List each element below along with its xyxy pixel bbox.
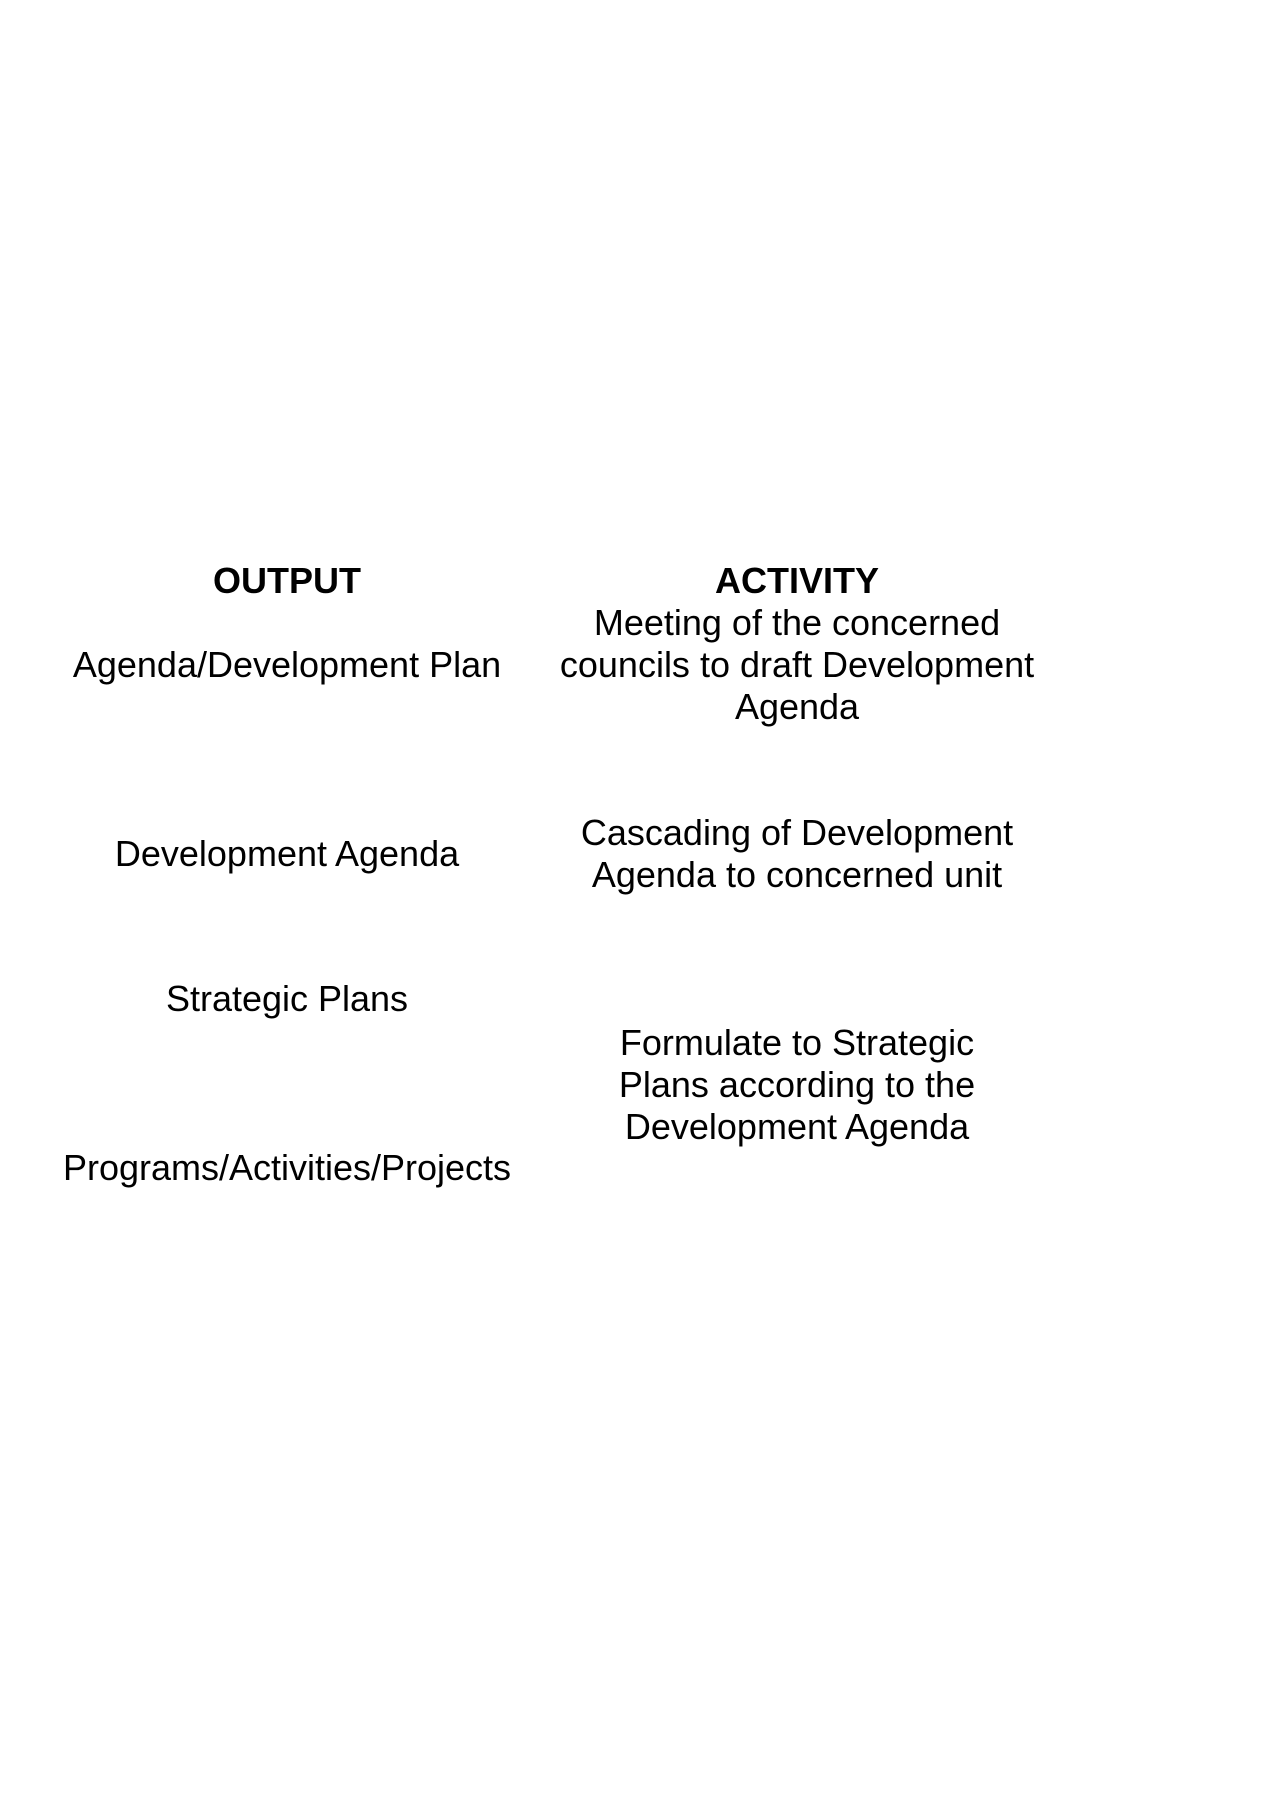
activity-item: Cascading of Development Agenda to conce… [580, 812, 1014, 895]
output-item: Agenda/Development Plan [72, 644, 502, 685]
output-column-heading: OUTPUT [213, 560, 361, 601]
output-item: Programs/Activities/Projects [62, 1147, 512, 1188]
activity-item: Formulate to Strategic Plans according t… [618, 1022, 976, 1147]
activity-item: Meeting of the concerned councils to dra… [559, 602, 1035, 727]
output-item: Development Agenda [114, 833, 460, 874]
output-item: Strategic Plans [165, 978, 409, 1019]
activity-column-heading: ACTIVITY [714, 560, 879, 601]
